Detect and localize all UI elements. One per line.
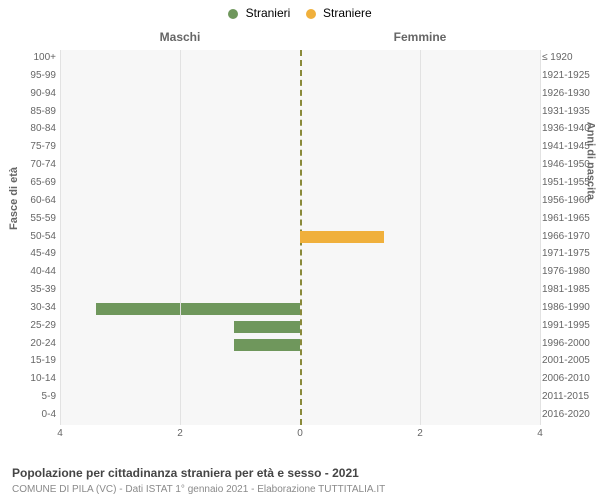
y-tick-birth: 1986-1990	[542, 302, 598, 313]
y-axis-left-title: Fasce di età	[8, 167, 20, 230]
y-tick-birth: 1926-1930	[542, 88, 598, 99]
y-tick-birth: 1991-1995	[542, 320, 598, 331]
legend-item-male: Stranieri	[228, 6, 290, 20]
chart-caption: Popolazione per cittadinanza straniera p…	[12, 466, 359, 480]
gridline-vertical	[180, 50, 181, 425]
gridline-vertical	[60, 50, 61, 425]
y-tick-age: 100+	[22, 52, 56, 63]
y-tick-birth: 2016-2020	[542, 409, 598, 420]
y-tick-age: 50-54	[22, 231, 56, 242]
left-side-header: Maschi	[60, 30, 300, 44]
y-tick-age: 15-19	[22, 355, 56, 366]
y-tick-birth: 1946-1950	[542, 159, 598, 170]
y-tick-birth: 1921-1925	[542, 70, 598, 81]
y-tick-age: 10-14	[22, 373, 56, 384]
right-side-header: Femmine	[300, 30, 540, 44]
y-tick-age: 40-44	[22, 266, 56, 277]
legend-swatch-male	[228, 9, 238, 19]
legend-swatch-female	[306, 9, 316, 19]
y-tick-birth: 2001-2005	[542, 355, 598, 366]
y-tick-birth: 1961-1965	[542, 213, 598, 224]
y-tick-birth: 1936-1940	[542, 123, 598, 134]
y-tick-birth: 1966-1970	[542, 231, 598, 242]
y-tick-age: 5-9	[22, 391, 56, 402]
plot	[60, 50, 540, 425]
x-tick: 4	[57, 428, 63, 439]
y-tick-age: 45-49	[22, 248, 56, 259]
y-tick-birth: 1971-1975	[542, 248, 598, 259]
y-tick-age: 0-4	[22, 409, 56, 420]
x-tick: 4	[537, 428, 543, 439]
y-tick-birth: 1976-1980	[542, 266, 598, 277]
y-tick-birth: 1941-1945	[542, 141, 598, 152]
legend-label-female: Straniere	[323, 6, 372, 20]
bar-male	[234, 321, 300, 333]
y-tick-age: 30-34	[22, 302, 56, 313]
y-tick-birth: 2006-2010	[542, 373, 598, 384]
y-tick-birth: 1931-1935	[542, 106, 598, 117]
gridline-vertical	[420, 50, 421, 425]
y-tick-age: 20-24	[22, 338, 56, 349]
y-tick-age: 70-74	[22, 159, 56, 170]
gridline-vertical	[540, 50, 541, 425]
x-tick: 2	[177, 428, 183, 439]
y-tick-age: 35-39	[22, 284, 56, 295]
legend-label-male: Stranieri	[246, 6, 291, 20]
y-tick-age: 25-29	[22, 320, 56, 331]
y-tick-birth: 1996-2000	[542, 338, 598, 349]
y-tick-birth: 1981-1985	[542, 284, 598, 295]
y-tick-age: 80-84	[22, 123, 56, 134]
y-tick-age: 55-59	[22, 213, 56, 224]
y-tick-birth: 1951-1955	[542, 177, 598, 188]
y-tick-age: 60-64	[22, 195, 56, 206]
y-tick-age: 85-89	[22, 106, 56, 117]
x-tick: 0	[297, 428, 303, 439]
y-tick-age: 90-94	[22, 88, 56, 99]
y-tick-birth: 1956-1960	[542, 195, 598, 206]
y-tick-age: 95-99	[22, 70, 56, 81]
legend: Stranieri Straniere	[0, 6, 600, 20]
chart-subcaption: COMUNE DI PILA (VC) - Dati ISTAT 1° genn…	[12, 484, 385, 495]
y-tick-birth: ≤ 1920	[542, 52, 598, 63]
chart-area: Maschi Femmine	[60, 30, 540, 440]
y-tick-age: 75-79	[22, 141, 56, 152]
legend-item-female: Straniere	[306, 6, 372, 20]
x-tick: 2	[417, 428, 423, 439]
y-tick-age: 65-69	[22, 177, 56, 188]
bar-male	[234, 339, 300, 351]
bar-male	[96, 303, 300, 315]
bar-female	[300, 231, 384, 243]
y-tick-birth: 2011-2015	[542, 391, 598, 402]
